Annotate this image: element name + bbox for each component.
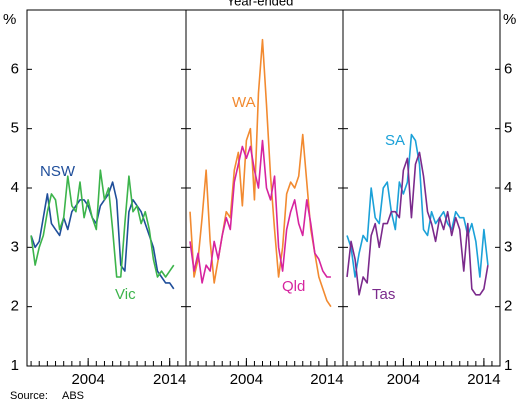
x-tick-label: 2004 (71, 371, 104, 388)
series-label: SA (385, 132, 405, 149)
x-tick-label: 2014 (467, 371, 500, 388)
x-tick-label: 2014 (310, 371, 343, 388)
series-line (189, 38, 332, 308)
y-tick-label: 4 (504, 179, 512, 196)
chart-title: Year-ended (227, 0, 294, 8)
y-tick-label: 2 (11, 298, 19, 315)
x-tick-label: 2004 (230, 371, 263, 388)
source-label: Source: (10, 390, 48, 402)
series-label: WA (232, 94, 256, 111)
y-tick-label: 4 (11, 179, 19, 196)
series-line (346, 133, 489, 278)
series-label: Vic (115, 286, 136, 303)
series-label: Tas (372, 286, 395, 303)
y-tick-label: 6 (11, 60, 19, 77)
y-tick-label: 1 (11, 357, 19, 374)
series-label: Qld (282, 278, 305, 295)
x-tick-label: 2004 (387, 371, 420, 388)
y-axis-label: % (3, 11, 16, 28)
series-line (346, 151, 489, 296)
y-tick-label: 5 (504, 120, 512, 137)
series-line (30, 169, 175, 278)
series-line (30, 181, 175, 290)
y-tick-label: 2 (504, 298, 512, 315)
source: ABS (62, 390, 84, 402)
y-tick-label: 3 (504, 238, 512, 255)
y-tick-label: 3 (11, 238, 19, 255)
y-tick-label: 1 (504, 357, 512, 374)
y-axis-label: % (503, 11, 516, 28)
x-tick-label: 2014 (153, 371, 186, 388)
series-line (189, 139, 331, 284)
y-tick-label: 5 (11, 120, 19, 137)
y-tick-label: 6 (504, 60, 512, 77)
series-label: NSW (40, 163, 76, 180)
